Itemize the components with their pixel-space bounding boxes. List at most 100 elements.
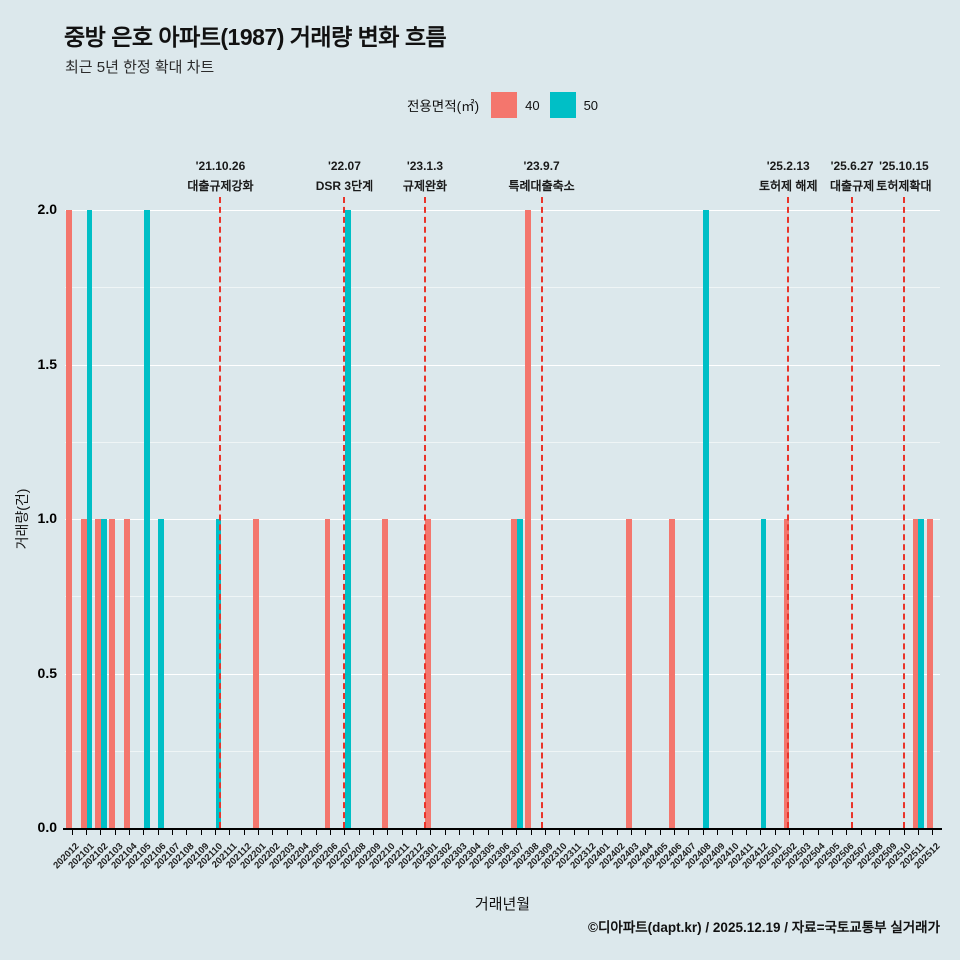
x-tick: [903, 830, 905, 835]
x-tick: [602, 830, 604, 835]
x-tick: [372, 830, 374, 835]
x-axis-line: [63, 828, 942, 830]
annotation-label: 대출규제: [829, 179, 875, 193]
x-tick: [143, 830, 145, 835]
y-axis-title: 거래량(건): [14, 488, 30, 550]
annotation-line-202110: [219, 197, 222, 828]
x-tick: [545, 830, 547, 835]
legend: 전용면적(㎡) 40 50: [45, 92, 960, 118]
bar-40-202301: [424, 519, 431, 828]
gridline-minor: [65, 750, 940, 752]
x-tick: [559, 830, 561, 835]
bar-40-202406: [668, 519, 675, 828]
annotation-label: 대출규제강화: [187, 179, 254, 193]
x-tick: [71, 830, 73, 835]
bar-40-202102: [95, 519, 101, 828]
bar-40-202210: [381, 519, 388, 828]
annotation-date: '25.6.27: [830, 159, 874, 173]
x-tick: [817, 830, 819, 835]
bar-50-202408: [703, 210, 710, 828]
annotation-label: 토허제확대: [876, 179, 932, 193]
x-tick: [258, 830, 260, 835]
bar-40-202403: [625, 519, 632, 828]
x-tick: [200, 830, 202, 835]
x-tick: [874, 830, 876, 835]
annotation-line-202207: [343, 197, 346, 828]
annotation-date: '22.07: [328, 159, 361, 173]
x-tick: [415, 830, 417, 835]
legend-swatch-50: [549, 92, 576, 118]
x-tick: [100, 830, 102, 835]
bar-40-202103: [109, 519, 116, 828]
x-tick: [444, 830, 446, 835]
annotation-label: 토허제 해제: [758, 179, 818, 193]
x-tick: [286, 830, 288, 835]
gridline-minor: [65, 596, 940, 598]
y-tick-label: 2.0: [37, 201, 57, 217]
x-tick: [272, 830, 274, 835]
footer-credit: ©디아파트(dapt.kr) / 2025.12.19 / 자료=국토교통부 실…: [588, 920, 940, 935]
bar-40-202511: [912, 519, 919, 828]
legend-item-40: 40: [491, 92, 540, 118]
x-tick: [846, 830, 848, 835]
bar-50-202106: [158, 519, 165, 828]
bar-50-202102: [100, 519, 107, 828]
x-tick: [329, 830, 331, 835]
bar-50-202412: [760, 519, 767, 828]
bar-40-202307: [511, 519, 517, 828]
annotation-label: 특례대출축소: [508, 179, 575, 193]
gridline-major: [65, 673, 940, 675]
bar-50-202511: [918, 519, 925, 828]
legend-item-50: 50: [549, 92, 599, 118]
x-tick: [631, 830, 633, 835]
x-tick: [502, 830, 503, 835]
x-tick: [803, 830, 805, 835]
x-tick: [401, 830, 403, 835]
bar-40-202206: [324, 519, 331, 828]
bar-40-202012: [66, 210, 73, 828]
x-tick: [831, 830, 833, 835]
x-tick: [229, 830, 231, 835]
y-tick-label: 1.0: [37, 510, 57, 526]
x-tick: [301, 830, 303, 835]
x-tick: [215, 830, 217, 835]
x-tick: [573, 830, 575, 835]
x-tick: [430, 830, 432, 835]
page-subtitle: 최근 5년 한정 확대 차트: [65, 59, 215, 76]
x-tick: [674, 830, 676, 835]
x-tick: [731, 830, 733, 835]
x-tick: [588, 830, 590, 835]
annotation-label: 규제완화: [402, 179, 448, 193]
x-tick: [473, 830, 475, 835]
bar-50-202207: [344, 210, 351, 828]
bar-40-202101: [80, 519, 87, 828]
page-title: 중방 은호 아파트(1987) 거래량 변화 흐름: [64, 24, 447, 50]
x-tick: [129, 830, 131, 835]
x-tick: [860, 830, 862, 835]
x-tick: [186, 830, 188, 835]
legend-swatch-40: [491, 92, 518, 118]
x-axis-title: 거래년월: [474, 896, 531, 913]
x-tick: [616, 830, 618, 835]
legend-item-label: 50: [583, 97, 599, 113]
x-tick: [114, 830, 116, 835]
x-tick: [688, 830, 690, 835]
bar-40-202502: [783, 519, 790, 828]
annotation-date: '21.10.26: [195, 159, 246, 173]
bar-50-202105: [143, 210, 150, 828]
y-tick-label: 1.5: [37, 355, 57, 372]
x-tick: [760, 830, 762, 835]
x-tick: [745, 830, 747, 835]
x-tick: [932, 830, 934, 835]
gridline-major: [65, 364, 940, 366]
annotation-line-202506: [851, 197, 854, 828]
x-tick: [717, 830, 719, 835]
annotation-line-202309: [540, 197, 543, 828]
legend-title: 전용면적(㎡): [406, 99, 480, 114]
annotation-date: '25.10.15: [879, 159, 929, 173]
annotation-date: '23.1.3: [406, 159, 444, 173]
x-tick: [659, 830, 661, 835]
bar-40-202308: [525, 210, 532, 828]
bar-40-202104: [123, 519, 130, 828]
gridline-major: [65, 519, 940, 520]
